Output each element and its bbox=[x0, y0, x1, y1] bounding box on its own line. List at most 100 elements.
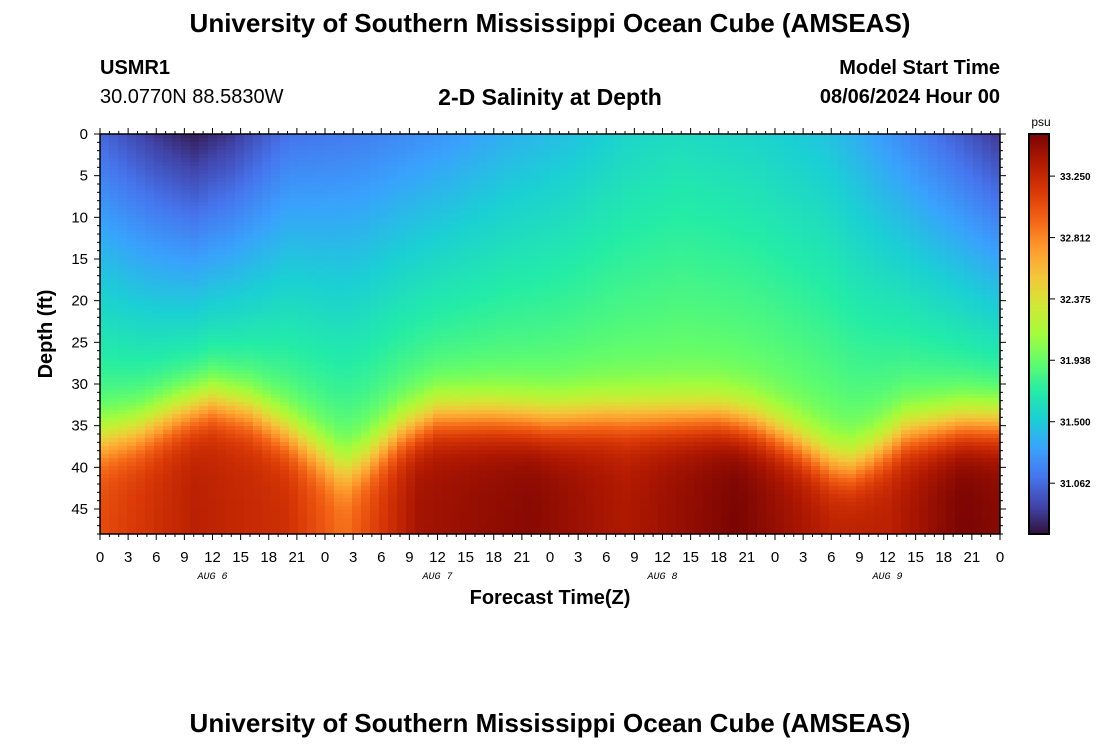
heatmap-cell bbox=[109, 138, 119, 143]
heatmap-cell bbox=[271, 522, 281, 527]
heatmap-cell bbox=[433, 486, 443, 491]
heatmap-cell bbox=[208, 410, 218, 415]
heatmap-cell bbox=[172, 502, 182, 507]
heatmap-cell bbox=[253, 326, 263, 331]
heatmap-cell bbox=[208, 458, 218, 463]
heatmap-cell bbox=[109, 510, 119, 515]
heatmap-cell bbox=[298, 482, 308, 487]
heatmap-cell bbox=[523, 314, 533, 319]
heatmap-cell bbox=[316, 394, 326, 399]
heatmap-cell bbox=[424, 138, 434, 143]
heatmap-cell bbox=[280, 358, 290, 363]
heatmap-cell bbox=[487, 302, 497, 307]
heatmap-cell bbox=[118, 222, 128, 227]
heatmap-cell bbox=[370, 278, 380, 283]
heatmap-cell bbox=[406, 490, 416, 495]
heatmap-cell bbox=[334, 514, 344, 519]
heatmap-cell bbox=[235, 166, 245, 171]
heatmap-cell bbox=[289, 326, 299, 331]
heatmap-cell bbox=[289, 398, 299, 403]
heatmap-cell bbox=[361, 150, 371, 155]
heatmap-cell bbox=[433, 426, 443, 431]
heatmap-cell bbox=[190, 286, 200, 291]
heatmap-cell bbox=[154, 342, 164, 347]
heatmap-cell bbox=[352, 458, 362, 463]
heatmap-cell bbox=[325, 454, 335, 459]
heatmap-cell bbox=[199, 366, 209, 371]
heatmap-cell bbox=[136, 206, 146, 211]
heatmap-cell bbox=[181, 318, 191, 323]
heatmap-cell bbox=[343, 150, 353, 155]
heatmap-cell bbox=[235, 454, 245, 459]
heatmap-cell bbox=[199, 442, 209, 447]
heatmap-cell bbox=[172, 218, 182, 223]
heatmap-cell bbox=[172, 338, 182, 343]
heatmap-cell bbox=[370, 522, 380, 527]
heatmap-cell bbox=[145, 522, 155, 527]
heatmap-cell bbox=[514, 458, 524, 463]
heatmap-cell bbox=[235, 198, 245, 203]
heatmap-cell bbox=[307, 238, 317, 243]
heatmap-cell bbox=[226, 434, 236, 439]
heatmap-cell bbox=[307, 214, 317, 219]
heatmap-cell bbox=[208, 306, 218, 311]
heatmap-cell bbox=[397, 242, 407, 247]
heatmap-cell bbox=[298, 458, 308, 463]
heatmap-cell bbox=[217, 330, 227, 335]
heatmap-cell bbox=[154, 258, 164, 263]
heatmap-cell bbox=[469, 354, 479, 359]
heatmap-cell bbox=[271, 242, 281, 247]
heatmap-cell bbox=[424, 398, 434, 403]
heatmap-cell bbox=[460, 258, 470, 263]
heatmap-cell bbox=[208, 374, 218, 379]
heatmap-cell bbox=[370, 494, 380, 499]
heatmap-cell bbox=[361, 202, 371, 207]
heatmap-cell bbox=[289, 442, 299, 447]
heatmap-cell bbox=[406, 138, 416, 143]
heatmap-cell bbox=[406, 158, 416, 163]
heatmap-cell bbox=[181, 322, 191, 327]
heatmap-cell bbox=[226, 462, 236, 467]
heatmap-cell bbox=[370, 214, 380, 219]
heatmap-cell bbox=[307, 378, 317, 383]
heatmap-cell bbox=[352, 154, 362, 159]
heatmap-cell bbox=[352, 250, 362, 255]
heatmap-cell bbox=[208, 158, 218, 163]
heatmap-cell bbox=[145, 206, 155, 211]
heatmap-cell bbox=[487, 526, 497, 531]
heatmap-cell bbox=[109, 354, 119, 359]
heatmap-cell bbox=[334, 434, 344, 439]
heatmap-cell bbox=[136, 238, 146, 243]
heatmap-cell bbox=[397, 134, 407, 139]
heatmap-cell bbox=[487, 350, 497, 355]
heatmap-cell bbox=[505, 222, 515, 227]
heatmap-cell bbox=[199, 234, 209, 239]
heatmap-cell bbox=[397, 514, 407, 519]
heatmap-cell bbox=[136, 162, 146, 167]
heatmap-cell bbox=[370, 478, 380, 483]
heatmap-cell bbox=[262, 366, 272, 371]
heatmap-cell bbox=[532, 234, 542, 239]
heatmap-cell bbox=[190, 242, 200, 247]
heatmap-cell bbox=[325, 450, 335, 455]
heatmap-cell bbox=[496, 258, 506, 263]
heatmap-cell bbox=[496, 166, 506, 171]
heatmap-cell bbox=[523, 218, 533, 223]
heatmap-cell bbox=[127, 246, 137, 251]
heatmap-cell bbox=[433, 370, 443, 375]
heatmap-cell bbox=[406, 398, 416, 403]
heatmap-cell bbox=[298, 190, 308, 195]
heatmap-cell bbox=[397, 286, 407, 291]
heatmap-cell bbox=[235, 506, 245, 511]
heatmap-cell bbox=[352, 478, 362, 483]
heatmap-cell bbox=[316, 270, 326, 275]
heatmap-cell bbox=[316, 366, 326, 371]
heatmap-cell bbox=[379, 434, 389, 439]
heatmap-cell bbox=[109, 290, 119, 295]
heatmap-cell bbox=[478, 258, 488, 263]
heatmap-cell bbox=[316, 178, 326, 183]
heatmap-cell bbox=[280, 142, 290, 147]
heatmap-cell bbox=[343, 226, 353, 231]
heatmap-cell bbox=[190, 506, 200, 511]
heatmap-cell bbox=[154, 142, 164, 147]
